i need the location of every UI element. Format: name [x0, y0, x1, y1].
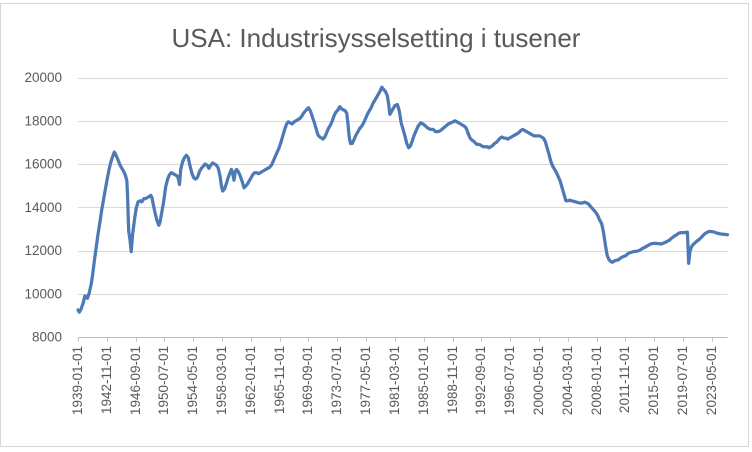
- x-tick-label: 1992-09-01: [473, 346, 488, 415]
- y-tick-label: 20000: [24, 70, 62, 85]
- y-tick-label: 8000: [32, 330, 62, 345]
- x-tick-label: 1969-09-01: [300, 346, 315, 415]
- x-tick-label: 2008-01-01: [589, 346, 604, 415]
- y-tick-label: 12000: [24, 243, 62, 258]
- x-tick-label: 1996-07-01: [502, 346, 517, 415]
- chart-title: USA: Industrisysselsetting i tusener: [171, 23, 581, 53]
- y-tick-label: 16000: [24, 157, 62, 172]
- x-tick-label: 2011-11-01: [617, 346, 632, 413]
- x-tick-label: 1977-05-01: [358, 346, 373, 415]
- x-tick-label: 1950-07-01: [156, 346, 171, 415]
- x-tick-label: 2015-09-01: [646, 346, 661, 415]
- x-tick-label: 1958-03-01: [214, 346, 229, 415]
- x-tick-label: 1973-07-01: [329, 346, 344, 415]
- y-tick-label: 10000: [24, 286, 62, 301]
- y-tick-label: 18000: [24, 113, 62, 128]
- x-tick-label: 2019-07-01: [675, 346, 690, 415]
- x-tick-label: 1946-09-01: [128, 346, 143, 415]
- x-tick-label: 2000-05-01: [531, 346, 546, 415]
- y-tick-label: 14000: [24, 200, 62, 215]
- x-tick-label: 1954-05-01: [185, 346, 200, 415]
- x-tick-label: 1962-01-01: [243, 346, 258, 415]
- x-tick-label: 1942-11-01: [99, 346, 114, 414]
- data-series-line: [76, 85, 730, 314]
- x-tick-label: 1985-01-01: [416, 346, 431, 415]
- x-tick-label: 1939-01-01: [70, 346, 85, 415]
- x-tick-label: 1965-11-01: [272, 346, 287, 414]
- x-tick-label: 2023-05-01: [704, 346, 719, 415]
- x-tick-label: 1988-11-01: [445, 346, 460, 414]
- x-tick-label: 2004-03-01: [560, 346, 575, 415]
- x-tick-label: 1981-03-01: [387, 346, 402, 415]
